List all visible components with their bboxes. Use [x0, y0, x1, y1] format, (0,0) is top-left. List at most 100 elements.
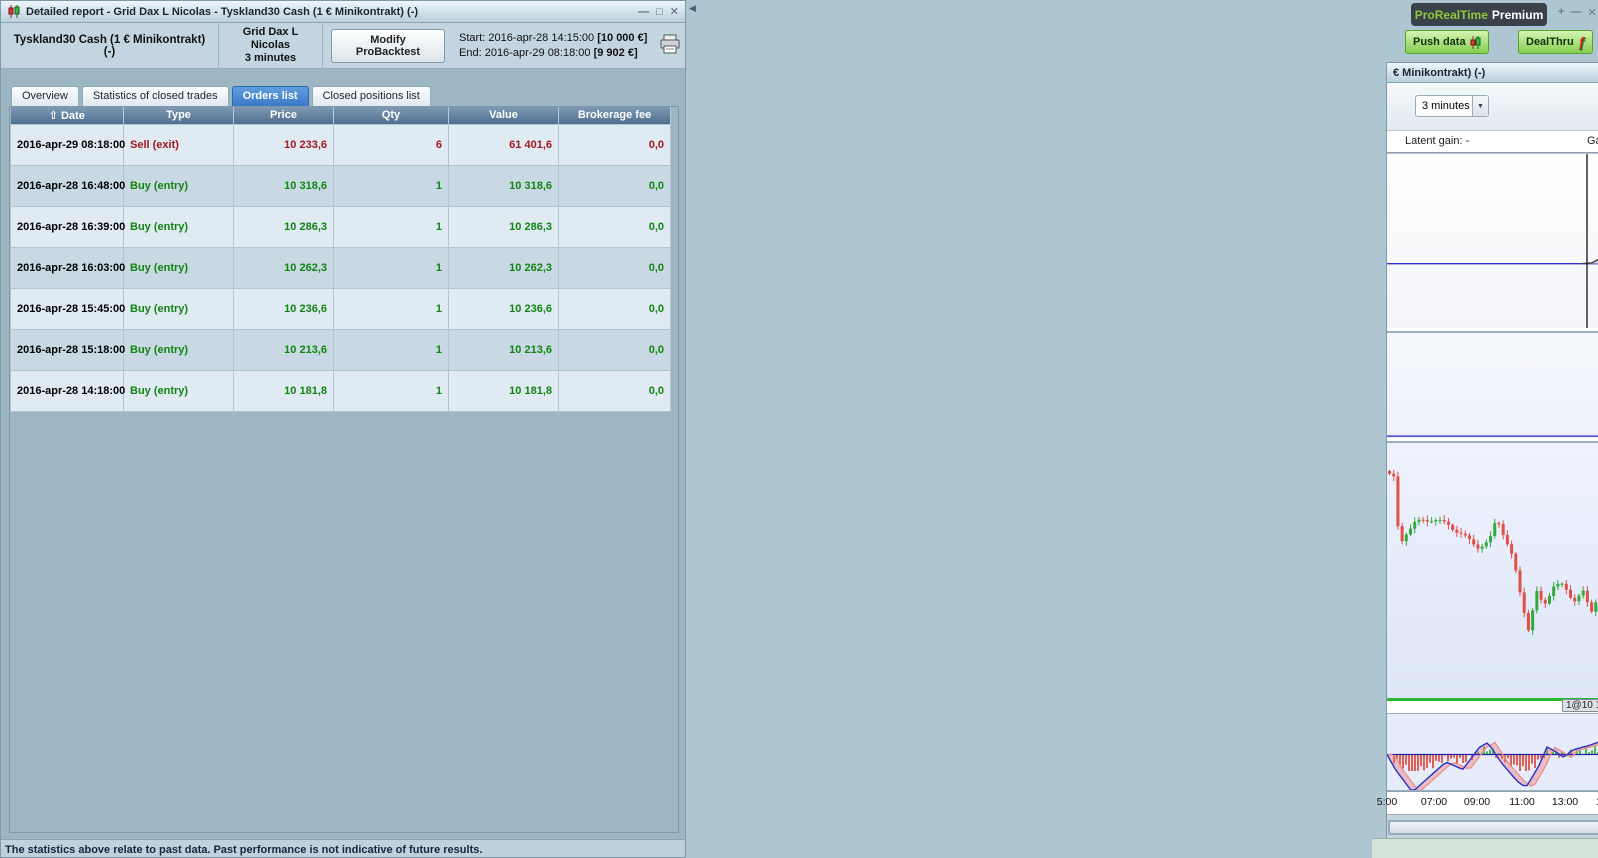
cell-value: 61 401,6 [449, 124, 559, 165]
col-fee[interactable]: Brokerage fee [559, 107, 671, 124]
tab-closed-positions-list[interactable]: Closed positions list [312, 86, 431, 106]
tab-orders-list[interactable]: Orders list [232, 86, 309, 106]
report-title: Detailed report - Grid Dax L Nicolas - T… [26, 6, 638, 18]
pending-order-label[interactable]: 1@10 181,8 [1562, 699, 1598, 712]
timeframe-value: 3 minutes [1422, 100, 1470, 112]
end-label: End: [459, 47, 482, 59]
tab-statistics-of-closed-trades[interactable]: Statistics of closed trades [82, 86, 229, 106]
position-size-plot[interactable] [1387, 333, 1598, 438]
cell-qty: 1 [334, 247, 449, 288]
cell-date: 2016-apr-28 15:45:00 [11, 288, 124, 329]
table-row[interactable]: 2016-apr-28 16:48:00Buy (entry)10 318,61… [11, 165, 671, 206]
x-tick: 5:00 [1377, 796, 1397, 808]
screen: Detailed report - Grid Dax L Nicolas - T… [0, 0, 1598, 858]
end-balance: [9 902 €] [594, 47, 638, 59]
tab-overview[interactable]: Overview [11, 86, 79, 106]
cell-price: 10 233,6 [234, 124, 334, 165]
cell-value: 10 236,6 [449, 288, 559, 329]
modify-section: Modify ProBacktest [323, 23, 453, 68]
table-row[interactable]: 2016-apr-28 14:18:00Buy (entry)10 181,81… [11, 370, 671, 411]
cell-type: Buy (entry) [124, 165, 234, 206]
dealthru-button[interactable]: DealThru ƒ [1518, 30, 1593, 54]
latent-gain: Latent gain: - [1405, 135, 1469, 147]
close-button[interactable]: ✕ [670, 7, 679, 17]
pin-icon[interactable]: + [1558, 6, 1564, 19]
table-row[interactable]: 2016-apr-29 08:18:00Sell (exit)10 233,66… [11, 124, 671, 165]
timeframe-select[interactable]: 3 minutes ▼ [1415, 95, 1489, 117]
scrollbar-thumb[interactable]: ≡ [1389, 821, 1598, 834]
cell-fee: 0,0 [559, 329, 671, 370]
x-tick: 13:00 [1552, 796, 1578, 808]
time-axis: 5:0007:0009:0011:0013:0015:0017:0019:002… [1387, 791, 1598, 813]
cell-price: 10 213,6 [234, 329, 334, 370]
position-size-panel[interactable]: 6420 [1387, 331, 1598, 438]
cell-date: 2016-apr-28 15:18:00 [11, 329, 124, 370]
backtest-period: Start: 2016-apr-28 14:15:00 [10 000 €] E… [453, 31, 653, 61]
cell-fee: 0,0 [559, 165, 671, 206]
cell-date: 2016-apr-29 08:18:00 [11, 124, 124, 165]
col-value[interactable]: Value [449, 107, 559, 124]
table-row[interactable]: 2016-apr-28 15:18:00Buy (entry)10 213,61… [11, 329, 671, 370]
orders-table-header[interactable]: ⇧ Date Type Price Qty Value Brokerage fe… [11, 107, 671, 124]
col-date[interactable]: ⇧ Date [11, 107, 124, 124]
end-datetime: 2016-apr-29 08:18:00 [485, 47, 591, 59]
report-titlebar[interactable]: Detailed report - Grid Dax L Nicolas - T… [1, 1, 685, 23]
orders-table: ⇧ Date Type Price Qty Value Brokerage fe… [10, 107, 671, 412]
cell-fee: 0,0 [559, 206, 671, 247]
col-type[interactable]: Type [124, 107, 234, 124]
chevron-down-icon[interactable]: ▼ [1472, 96, 1488, 116]
pending-order-labels[interactable]: 1@10 181,83,663,3 [1563, 699, 1598, 712]
sort-asc-icon: ⇧ [49, 110, 58, 122]
cell-fee: 0,0 [559, 124, 671, 165]
dealthru-label: DealThru [1526, 36, 1574, 48]
maximize-button[interactable]: □ [656, 7, 663, 17]
candlestick-icon [7, 5, 21, 18]
cell-type: Buy (entry) [124, 370, 234, 411]
x-tick: 07:00 [1421, 796, 1447, 808]
minimize-button[interactable]: — [638, 7, 649, 17]
cell-value: 10 286,3 [449, 206, 559, 247]
cell-date: 2016-apr-28 16:39:00 [11, 206, 124, 247]
brand-badge: ProRealTime Premium [1411, 3, 1547, 26]
cell-date: 2016-apr-28 14:18:00 [11, 370, 124, 411]
col-qty[interactable]: Qty [334, 107, 449, 124]
cell-type: Buy (entry) [124, 247, 234, 288]
equity-panel[interactable]: 10 50010 40010 30010 20010 10010 0009 90… [1387, 153, 1598, 328]
cell-price: 10 318,6 [234, 165, 334, 206]
table-row[interactable]: 2016-apr-28 15:45:00Buy (entry)10 236,61… [11, 288, 671, 329]
cell-type: Buy (entry) [124, 206, 234, 247]
table-row[interactable]: 2016-apr-28 16:03:00Buy (entry)10 262,31… [11, 247, 671, 288]
x-tick: 09:00 [1464, 796, 1490, 808]
app-minimize-button[interactable]: — [1570, 6, 1581, 19]
dock-collapse-icon[interactable]: ◀ [689, 3, 696, 14]
cell-qty: 1 [334, 206, 449, 247]
oscillator-panel[interactable]: 20-202,08362,4823-0,5014 [1387, 713, 1598, 791]
report-content: ⇧ Date Type Price Qty Value Brokerage fe… [9, 106, 679, 833]
table-row[interactable]: 2016-apr-28 16:39:00Buy (entry) 10 286,31… [11, 206, 671, 247]
app-close-button[interactable]: ✕ [1587, 6, 1596, 19]
start-label: Start: [459, 32, 485, 44]
cell-fee: 0,0 [559, 247, 671, 288]
brand-tier: Premium [1492, 8, 1543, 22]
price-plot[interactable]: 6@10 233,6 [1387, 443, 1598, 701]
report-tabs: OverviewStatistics of closed tradesOrder… [11, 86, 431, 106]
report-window: Detailed report - Grid Dax L Nicolas - T… [0, 0, 686, 858]
printer-icon[interactable] [659, 34, 681, 57]
chart-scrollbar[interactable]: ≡ [1388, 820, 1598, 835]
start-balance: [10 000 €] [597, 32, 647, 44]
candlestick-svg [1387, 443, 1598, 701]
oscillator-plot[interactable] [1387, 714, 1598, 790]
modify-probacktest-button[interactable]: Modify ProBacktest [331, 29, 445, 63]
start-datetime: 2016-apr-28 14:15:00 [488, 32, 594, 44]
report-footer: The statistics above relate to past data… [1, 839, 685, 857]
cell-value: 10 262,3 [449, 247, 559, 288]
position-size-svg [1387, 333, 1598, 438]
chart-titlebar[interactable]: € Minikontrakt) (-) — □ ✕ [1387, 63, 1598, 83]
chart-title: € Minikontrakt) (-) [1393, 67, 1598, 79]
push-data-button[interactable]: Push data [1405, 30, 1489, 54]
equity-plot[interactable] [1387, 154, 1598, 328]
chart-scroll-row: ≡ ▶ [1387, 814, 1598, 839]
price-panel[interactable]: 6@10 233,6 10 35010 30010 25010 20010 15… [1387, 441, 1598, 701]
col-price[interactable]: Price [234, 107, 334, 124]
lightning-icon: ƒ [1578, 34, 1586, 50]
